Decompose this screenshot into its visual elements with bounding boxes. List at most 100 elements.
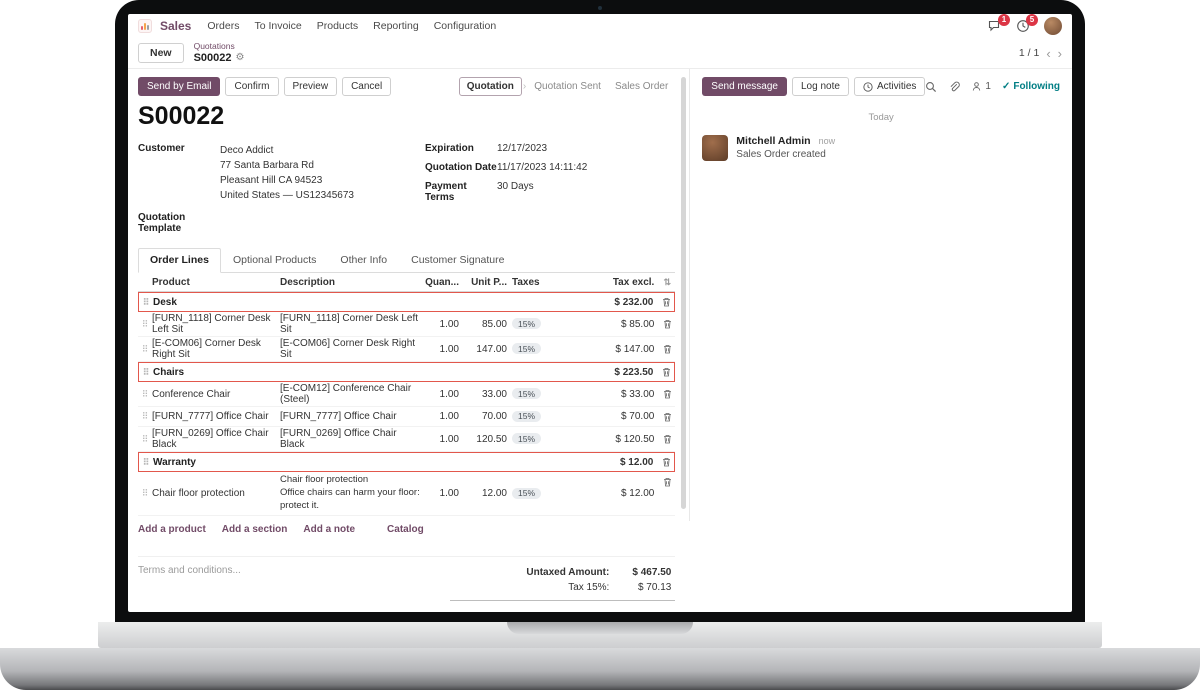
terms-placeholder[interactable]: Terms and conditions... — [138, 565, 241, 576]
menu-to-invoice[interactable]: To Invoice — [254, 20, 302, 32]
tax-badge[interactable]: 15% — [512, 487, 542, 499]
cell-unit-price[interactable]: 147.00 — [476, 343, 507, 355]
confirm-button[interactable]: Confirm — [225, 77, 279, 96]
tax-badge[interactable]: 15% — [512, 433, 542, 445]
tax-badge[interactable]: 15% — [512, 343, 542, 355]
status-sales-order[interactable]: Sales Order — [614, 81, 669, 92]
delete-row-icon[interactable] — [659, 434, 675, 444]
quotation-date-field[interactable]: 11/17/2023 14:11:42 — [497, 162, 588, 173]
cell-unit-price[interactable]: 33.00 — [481, 388, 507, 400]
customer-field[interactable]: Deco Addict 77 Santa Barbara Rd Pleasant… — [220, 143, 425, 203]
search-messages-icon[interactable] — [925, 81, 937, 93]
new-button[interactable]: New — [138, 43, 184, 63]
drag-handle-icon[interactable]: ⠿ — [142, 366, 150, 377]
send-by-email-button[interactable]: Send by Email — [138, 77, 221, 96]
section-row[interactable]: ⠿ Chairs $ 223.50 — [138, 362, 676, 382]
delete-row-icon[interactable] — [659, 319, 675, 329]
actions-gear-icon[interactable]: ⚙ — [235, 52, 245, 64]
customer-name[interactable]: Deco Addict — [220, 145, 274, 156]
cell-unit-price[interactable]: 85.00 — [481, 318, 507, 330]
expiration-field[interactable]: 12/17/2023 — [497, 143, 548, 154]
tax-badge[interactable]: 15% — [512, 318, 542, 330]
cell-product[interactable]: [FURN_1118] Corner Desk Left Sit — [152, 313, 271, 335]
preview-button[interactable]: Preview — [283, 77, 338, 96]
section-row[interactable]: ⠿ Desk $ 232.00 — [138, 292, 676, 312]
order-line-row[interactable]: ⠿ Chair floor protection Chair floor pro… — [138, 472, 676, 516]
attachment-paperclip-icon[interactable] — [948, 81, 961, 93]
menu-configuration[interactable]: Configuration — [433, 20, 497, 32]
delete-row-icon[interactable] — [659, 477, 675, 487]
order-line-row[interactable]: ⠿ [FURN_1118] Corner Desk Left Sit [FURN… — [138, 312, 676, 337]
cell-quantity[interactable]: 1.00 — [439, 488, 459, 499]
tax-badge[interactable]: 15% — [512, 410, 542, 422]
cell-description[interactable]: [FURN_1118] Corner Desk Left Sit — [280, 313, 419, 335]
cell-product[interactable]: [E-COM06] Corner Desk Right Sit — [152, 338, 261, 360]
drag-handle-icon[interactable]: ⠿ — [141, 388, 149, 399]
catalog-link[interactable]: Catalog — [387, 524, 424, 535]
cell-quantity[interactable]: 1.00 — [439, 388, 459, 400]
cancel-button[interactable]: Cancel — [342, 77, 392, 96]
activities-clock-icon[interactable]: 5 — [1016, 14, 1038, 34]
drag-handle-icon[interactable]: ⠿ — [142, 296, 150, 307]
drag-handle-icon[interactable]: ⠿ — [141, 411, 149, 421]
drag-handle-icon[interactable]: ⠿ — [141, 318, 149, 329]
section-name[interactable]: Desk — [153, 296, 177, 308]
cell-description[interactable]: [FURN_0269] Office Chair Black — [280, 428, 397, 450]
section-row[interactable]: ⠿ Warranty $ 12.00 — [138, 452, 676, 472]
cell-quantity[interactable]: 1.00 — [439, 433, 459, 445]
cell-description[interactable]: [E-COM06] Corner Desk Right Sit — [280, 338, 416, 360]
section-name[interactable]: Warranty — [153, 456, 196, 468]
delete-row-icon[interactable] — [659, 412, 675, 422]
cell-unit-price[interactable]: 12.00 — [481, 488, 507, 499]
drag-handle-icon[interactable]: ⠿ — [141, 433, 149, 444]
drag-handle-icon[interactable]: ⠿ — [141, 488, 149, 498]
menu-reporting[interactable]: Reporting — [373, 20, 419, 32]
cell-product[interactable]: [FURN_7777] Office Chair — [152, 411, 269, 422]
delete-row-icon[interactable] — [659, 344, 675, 354]
menu-orders[interactable]: Orders — [207, 20, 240, 32]
followers-toggle[interactable]: 1 — [971, 81, 991, 92]
cell-description[interactable]: Chair floor protection Office chairs can… — [280, 474, 420, 511]
section-name[interactable]: Chairs — [153, 366, 185, 378]
quotation-template-field[interactable] — [220, 212, 425, 234]
sales-app-icon[interactable] — [138, 19, 152, 33]
order-line-row[interactable]: ⠿ [FURN_0269] Office Chair Black [FURN_0… — [138, 427, 676, 452]
cell-description[interactable]: [E-COM12] Conference Chair (Steel) — [280, 383, 412, 405]
send-message-button[interactable]: Send message — [702, 77, 787, 96]
menu-products[interactable]: Products — [316, 20, 359, 32]
tab-order-lines[interactable]: Order Lines — [138, 248, 221, 273]
cell-product[interactable]: [FURN_0269] Office Chair Black — [152, 428, 269, 450]
tab-other-info[interactable]: Other Info — [340, 254, 388, 266]
payment-terms-field[interactable]: 30 Days — [497, 181, 534, 192]
following-toggle[interactable]: ✓ Following — [1001, 81, 1060, 92]
delete-row-icon[interactable] — [658, 367, 674, 377]
tax-badge[interactable]: 15% — [512, 388, 542, 400]
add-a-product-link[interactable]: Add a product — [138, 524, 206, 535]
cell-quantity[interactable]: 1.00 — [439, 318, 459, 330]
cell-product[interactable]: Chair floor protection — [152, 488, 245, 499]
delete-row-icon[interactable] — [658, 297, 674, 307]
cell-quantity[interactable]: 1.00 — [439, 343, 459, 355]
add-a-section-link[interactable]: Add a section — [221, 524, 288, 535]
delete-row-icon[interactable] — [659, 389, 675, 399]
message-author[interactable]: Mitchell Admin — [736, 135, 811, 147]
log-note-button[interactable]: Log note — [792, 77, 849, 96]
order-line-row[interactable]: ⠿ [FURN_7777] Office Chair [FURN_7777] O… — [138, 407, 676, 427]
form-scrollbar[interactable] — [681, 77, 687, 509]
cell-description[interactable]: [FURN_7777] Office Chair — [280, 411, 397, 422]
column-options-icon[interactable]: ⇅ — [663, 276, 672, 287]
tab-optional-products[interactable]: Optional Products — [232, 254, 317, 266]
activities-button[interactable]: Activities — [853, 77, 926, 96]
messages-icon[interactable]: 1 — [988, 14, 1010, 34]
order-line-row[interactable]: ⠿ [E-COM06] Corner Desk Right Sit [E-COM… — [138, 337, 676, 362]
delete-row-icon[interactable] — [658, 457, 674, 467]
cell-quantity[interactable]: 1.00 — [439, 411, 459, 422]
cell-unit-price[interactable]: 70.00 — [481, 411, 507, 422]
status-quotation[interactable]: Quotation — [458, 77, 522, 96]
drag-handle-icon[interactable]: ⠿ — [141, 343, 149, 354]
drag-handle-icon[interactable]: ⠿ — [142, 456, 150, 467]
pager-previous-icon[interactable]: ‹ — [1046, 45, 1051, 61]
add-a-note-link[interactable]: Add a note — [303, 524, 356, 535]
status-quotation-sent[interactable]: Quotation Sent — [534, 81, 601, 92]
cell-product[interactable]: Conference Chair — [152, 388, 231, 400]
